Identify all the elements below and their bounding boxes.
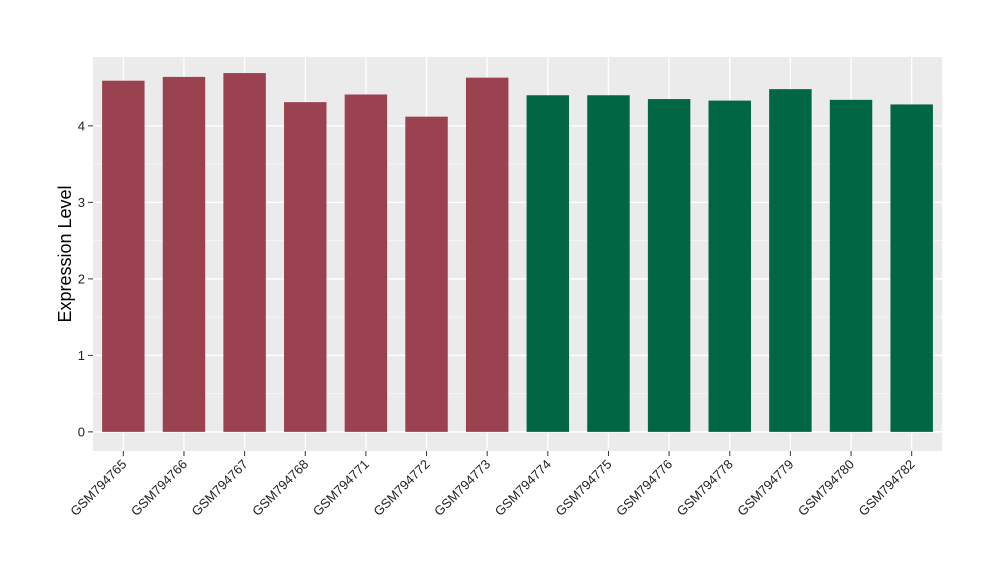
bar xyxy=(526,95,570,432)
y-tick-label: 1 xyxy=(78,348,85,363)
bar xyxy=(647,99,691,432)
x-axis: GSM794765GSM794766GSM794767GSM794768GSM7… xyxy=(67,451,918,519)
bar xyxy=(284,102,327,432)
y-tick-label: 3 xyxy=(78,195,85,210)
bar xyxy=(587,95,630,432)
x-tick-label: GSM794778 xyxy=(674,457,736,519)
x-tick-label: GSM794767 xyxy=(189,457,251,519)
bar xyxy=(829,99,873,432)
x-tick-label: GSM794775 xyxy=(552,457,614,519)
bar xyxy=(162,76,206,432)
y-tick-label: 2 xyxy=(78,271,85,286)
x-tick-label: GSM794771 xyxy=(310,457,372,519)
y-tick-label: 4 xyxy=(78,118,85,133)
bar xyxy=(708,100,751,432)
x-tick-label: GSM794765 xyxy=(67,457,129,519)
plot-panel xyxy=(93,57,942,451)
bar xyxy=(102,80,145,432)
x-tick-label: GSM794772 xyxy=(370,457,432,519)
bar xyxy=(344,94,388,432)
x-tick-label: GSM794780 xyxy=(795,457,857,519)
bar xyxy=(465,77,509,432)
y-axis: 0 1 2 3 4 xyxy=(78,118,93,439)
x-tick-label: GSM794768 xyxy=(249,457,311,519)
x-tick-label: GSM794774 xyxy=(492,457,554,519)
x-tick-label: GSM794782 xyxy=(856,457,918,519)
x-tick-label: GSM794766 xyxy=(128,457,190,519)
x-tick-label: GSM794779 xyxy=(734,457,796,519)
bar xyxy=(223,73,266,432)
y-axis-title: Expression Level xyxy=(55,185,75,322)
y-tick-label: 0 xyxy=(78,424,85,439)
bars xyxy=(102,73,933,432)
bar xyxy=(890,104,933,432)
bar xyxy=(769,89,812,432)
bar xyxy=(405,116,448,432)
x-tick-label: GSM794776 xyxy=(613,457,675,519)
x-tick-label: GSM794773 xyxy=(431,457,493,519)
